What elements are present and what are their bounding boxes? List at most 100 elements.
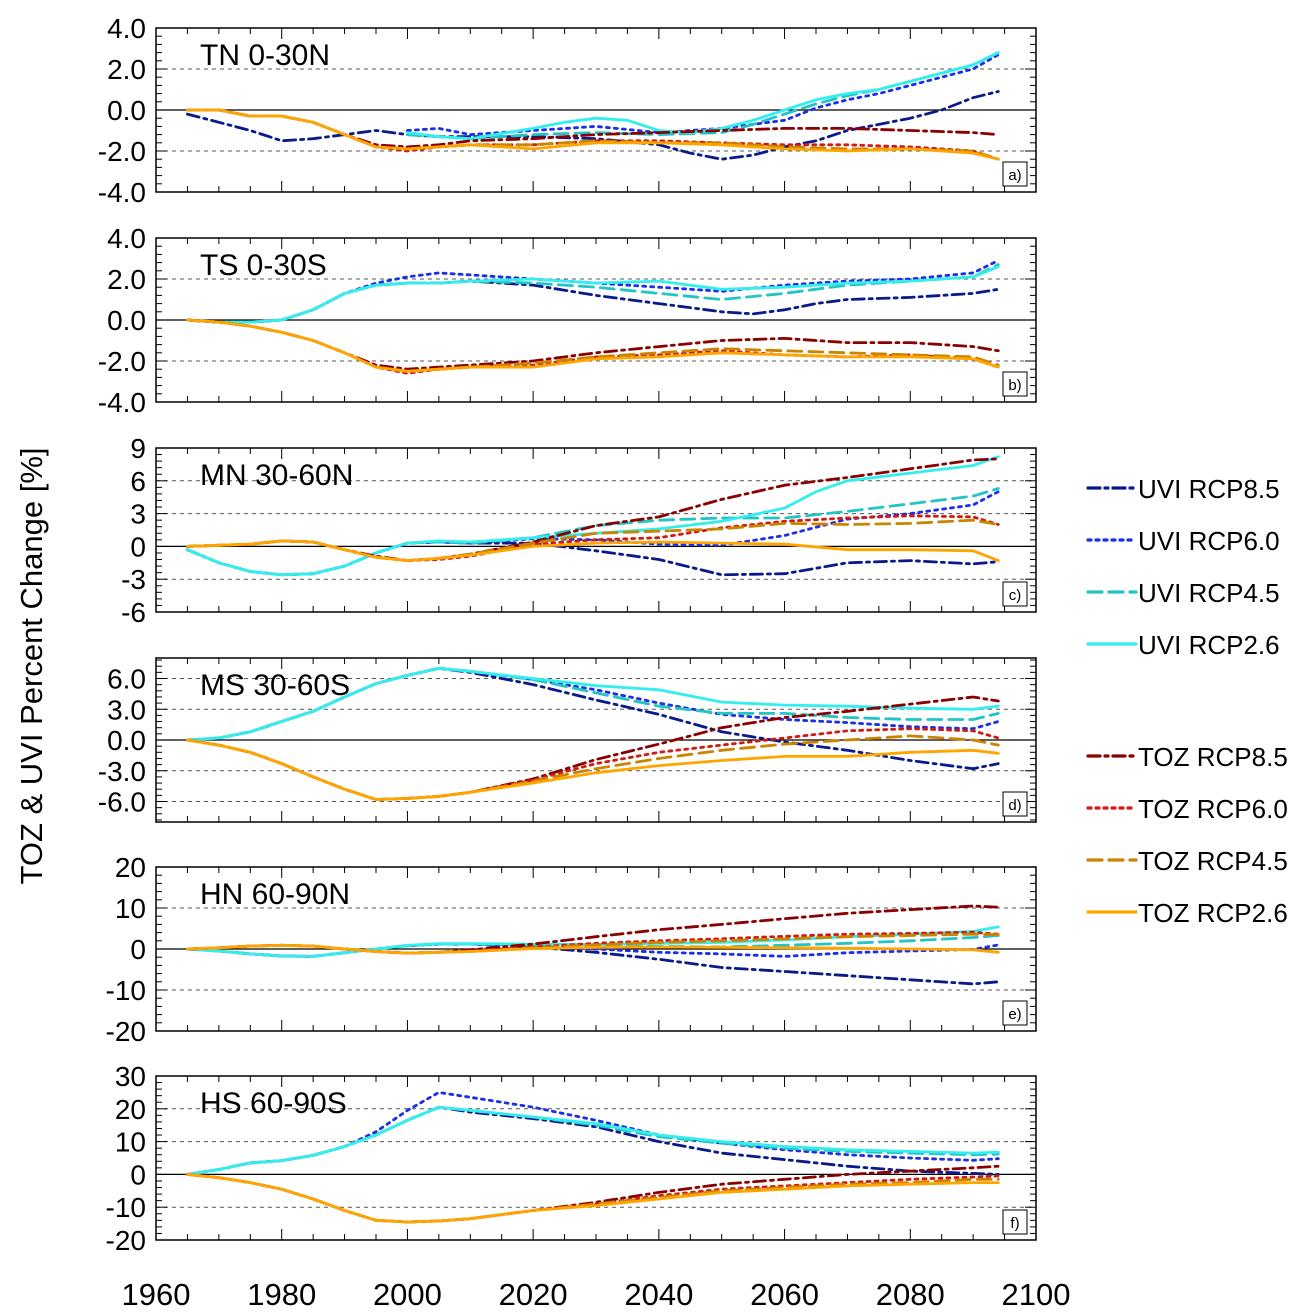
y-tick-label: -20 bbox=[106, 1016, 146, 1047]
legend-item: TOZ RCP4.5 bbox=[1086, 846, 1288, 876]
series-line bbox=[186, 1105, 1000, 1176]
x-tick-label: 2040 bbox=[624, 1277, 693, 1312]
series-line bbox=[186, 318, 1000, 373]
y-tick-label: 6 bbox=[130, 466, 146, 497]
panel-title: MN 30-60N bbox=[200, 459, 353, 492]
chart-panel: -6.0-3.00.03.06.0 MS 30-60S d) bbox=[98, 657, 1037, 823]
legend-item: UVI RCP6.0 bbox=[1086, 526, 1280, 556]
panel-title: HS 60-90S bbox=[200, 1087, 347, 1120]
legend-label: UVI RCP2.6 bbox=[1138, 630, 1280, 660]
panel-tag-box bbox=[1002, 371, 1028, 397]
panel-tag-box bbox=[1002, 161, 1028, 187]
series-group bbox=[186, 455, 1000, 577]
y-tick-label: -4.0 bbox=[98, 177, 146, 208]
y-tick-label: -3 bbox=[121, 564, 146, 595]
plot-frame bbox=[155, 237, 1037, 403]
chart-panel: -4.0 -2.0 0.0 2.0 4.0 TN 0-30N a) bbox=[98, 13, 1037, 208]
panel-tag-box bbox=[1002, 791, 1028, 817]
y-tick-label: -20 bbox=[106, 1225, 146, 1256]
series-line bbox=[186, 318, 1000, 371]
panel-tag-box bbox=[1002, 1000, 1028, 1026]
y-tick-label: -2.0 bbox=[98, 136, 146, 167]
series-line bbox=[186, 943, 1000, 955]
series-line bbox=[186, 734, 1000, 801]
y-tick-label: 20 bbox=[115, 852, 146, 883]
series-line bbox=[186, 265, 1000, 324]
y-tick-label: 2.0 bbox=[107, 54, 146, 85]
y-tick-label: 20 bbox=[115, 1094, 146, 1125]
legend-label: UVI RCP6.0 bbox=[1138, 526, 1280, 556]
x-tick-label: 1960 bbox=[122, 1277, 191, 1312]
series-group bbox=[186, 51, 1000, 161]
chart-panel: -4.0 -2.0 0.0 2.0 4.0 TS 0-30S b) bbox=[98, 223, 1037, 418]
y-tick-label: 4.0 bbox=[107, 223, 146, 254]
x-tick-label: 2100 bbox=[1002, 1277, 1071, 1312]
plot-frame bbox=[155, 657, 1037, 823]
panel-tag: f) bbox=[1010, 1215, 1019, 1232]
y-tick-label: 10 bbox=[115, 1127, 146, 1158]
series-group bbox=[186, 904, 1000, 986]
y-tick-label: -10 bbox=[106, 975, 146, 1006]
series-line bbox=[406, 51, 1000, 141]
legend-item: TOZ RCP6.0 bbox=[1086, 794, 1288, 824]
series-line bbox=[186, 942, 1000, 986]
panels: -4.0 -2.0 0.0 2.0 4.0 TN 0-30N a) -4.0 -2.0 0.0 2.… bbox=[98, 13, 1037, 1256]
y-tick-label: 10 bbox=[115, 893, 146, 924]
y-tick-label: 3 bbox=[130, 499, 146, 530]
legend-label: TOZ RCP6.0 bbox=[1138, 794, 1288, 824]
panel-title: TS 0-30S bbox=[200, 249, 327, 282]
y-tick-label: -6.0 bbox=[98, 787, 146, 818]
plot-frame bbox=[155, 1075, 1037, 1241]
legend-label: UVI RCP8.5 bbox=[1138, 474, 1280, 504]
y-tick-label: 0 bbox=[130, 1159, 146, 1190]
y-tick-label: -6 bbox=[121, 597, 146, 628]
series-line bbox=[406, 53, 1000, 136]
series-line bbox=[406, 51, 1000, 141]
x-tick-label: 1980 bbox=[247, 1277, 316, 1312]
panel-tag-box bbox=[1002, 581, 1028, 607]
plot-frame bbox=[155, 447, 1037, 613]
y-tick-label: -2.0 bbox=[98, 346, 146, 377]
legend: UVI RCP8.5 UVI RCP6.0 UVI RCP4.5 UVI RCP2.6… bbox=[1086, 474, 1288, 928]
series-line bbox=[186, 455, 1000, 577]
y-tick-label: 0.0 bbox=[107, 725, 146, 756]
series-group bbox=[186, 259, 1000, 375]
y-tick-label: 0.0 bbox=[107, 305, 146, 336]
y-tick-label: 9 bbox=[130, 433, 146, 464]
y-tick-label: 30 bbox=[115, 1061, 146, 1092]
legend-label: TOZ RCP8.5 bbox=[1138, 742, 1288, 772]
legend-label: UVI RCP4.5 bbox=[1138, 578, 1280, 608]
x-tick-label: 2020 bbox=[499, 1277, 568, 1312]
legend-item: UVI RCP4.5 bbox=[1086, 578, 1280, 608]
series-line bbox=[186, 539, 1000, 562]
series-line bbox=[186, 318, 1000, 373]
series-line bbox=[186, 514, 1000, 562]
x-axis: 1960 1980 2000 2020 2040 2060 2080 2100 bbox=[122, 1277, 1071, 1312]
panel-title: TN 0-30N bbox=[200, 39, 330, 72]
legend-label: TOZ RCP2.6 bbox=[1138, 898, 1288, 928]
y-tick-label: 0.0 bbox=[107, 95, 146, 126]
y-tick-label: 6.0 bbox=[107, 664, 146, 695]
panel-tag: d) bbox=[1008, 797, 1021, 814]
series-line bbox=[186, 259, 1000, 324]
y-tick-label: -4.0 bbox=[98, 387, 146, 418]
legend-item: UVI RCP2.6 bbox=[1086, 630, 1280, 660]
series-group bbox=[186, 666, 1000, 801]
series-line bbox=[186, 666, 1000, 742]
panel-tag: b) bbox=[1008, 377, 1021, 394]
panel-title: MS 30-60S bbox=[200, 669, 350, 702]
y-tick-label: -3.0 bbox=[98, 756, 146, 787]
panel-title: HN 60-90N bbox=[200, 878, 350, 911]
chart-panel: -20 -10 0 10 20 HN 60-90N e) bbox=[106, 852, 1037, 1047]
y-tick-label: 3.0 bbox=[107, 694, 146, 725]
figure-ylabel: TOZ & UVI Percent Change [%] bbox=[14, 447, 49, 884]
x-tick-label: 2080 bbox=[876, 1277, 945, 1312]
legend-item: TOZ RCP2.6 bbox=[1086, 898, 1288, 928]
series-line bbox=[186, 738, 1000, 801]
y-tick-label: 0 bbox=[130, 934, 146, 965]
y-tick-label: -10 bbox=[106, 1192, 146, 1223]
y-tick-label: 4.0 bbox=[107, 13, 146, 44]
